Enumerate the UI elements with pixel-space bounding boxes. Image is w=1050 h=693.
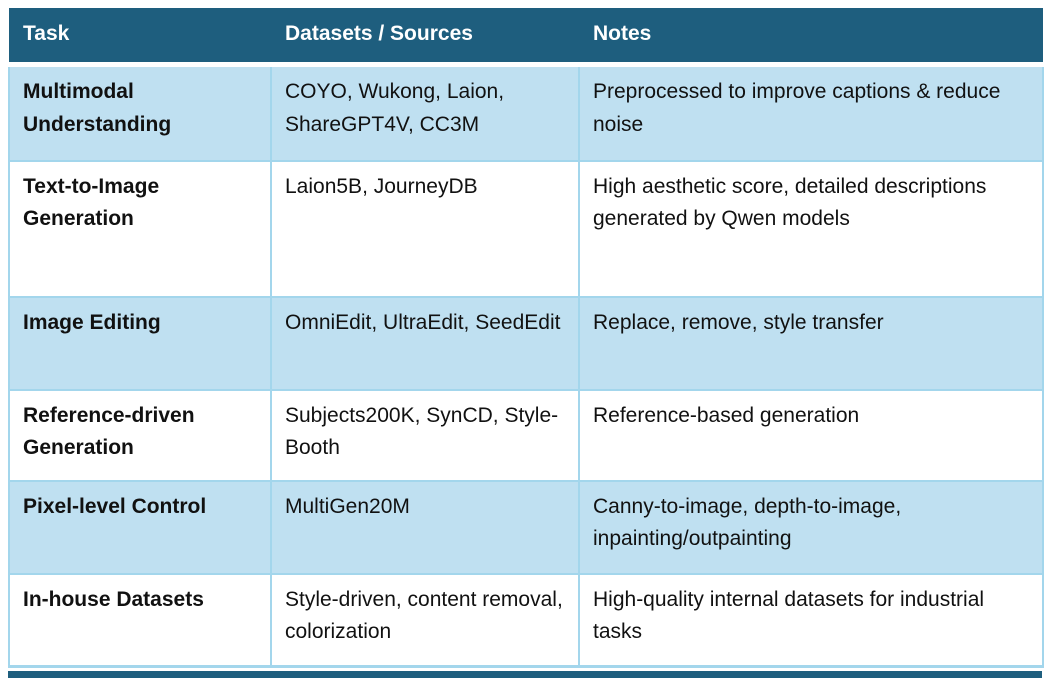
table-row: Multimodal Understanding COYO, Wukong, L… [8,63,1044,162]
cell-task: Image Editing [8,295,272,391]
cell-notes: High-quality internal datasets for indus… [578,572,1044,668]
cell-notes: High aesthetic score, detailed descripti… [578,159,1044,298]
table-row: Text-to-Image Generation Laion5B, Journe… [8,159,1044,298]
table-row: Reference-driven Generation Subjects200K… [8,388,1044,482]
table-row: Image Editing OmniEdit, UltraEdit, SeedE… [8,295,1044,391]
cell-task: Text-to-Image Generation [8,159,272,298]
cell-notes: Preprocessed to improve captions & reduc… [578,63,1044,162]
cell-datasets: COYO, Wukong, Laion, ShareGPT4V, CC3M [270,63,580,162]
cell-task: In-house Datasets [8,572,272,668]
cell-datasets: OmniEdit, UltraEdit, SeedEdit [270,295,580,391]
header-row: Task Datasets / Sources Notes [9,8,1043,67]
table-row: Pixel-level Control MultiGen20M Canny-to… [8,479,1044,575]
next-section-header-strip [8,671,1042,678]
datasets-table: Task Datasets / Sources Notes Multimodal… [8,8,1044,668]
cell-datasets: Laion5B, JourneyDB [270,159,580,298]
cell-task: Pixel-level Control [8,479,272,575]
cell-notes: Replace, remove, style transfer [578,295,1044,391]
cell-datasets: Subjects200K, SynCD, Style-Booth [270,388,580,482]
table-body: Multimodal Understanding COYO, Wukong, L… [8,63,1044,668]
table-row: In-house Datasets Style-driven, content … [8,572,1044,668]
table-header: Task Datasets / Sources Notes [9,8,1043,67]
cell-task: Multimodal Understanding [8,63,272,162]
column-header-task: Task [9,8,271,67]
cell-datasets: Style-driven, content removal, colorizat… [270,572,580,668]
cell-notes: Reference-based generation [578,388,1044,482]
cell-datasets: MultiGen20M [270,479,580,575]
cell-task: Reference-driven Generation [8,388,272,482]
column-header-notes: Notes [579,8,1043,67]
cell-notes: Canny-to-image, depth-to-image, inpainti… [578,479,1044,575]
column-header-datasets-sources: Datasets / Sources [271,8,579,67]
